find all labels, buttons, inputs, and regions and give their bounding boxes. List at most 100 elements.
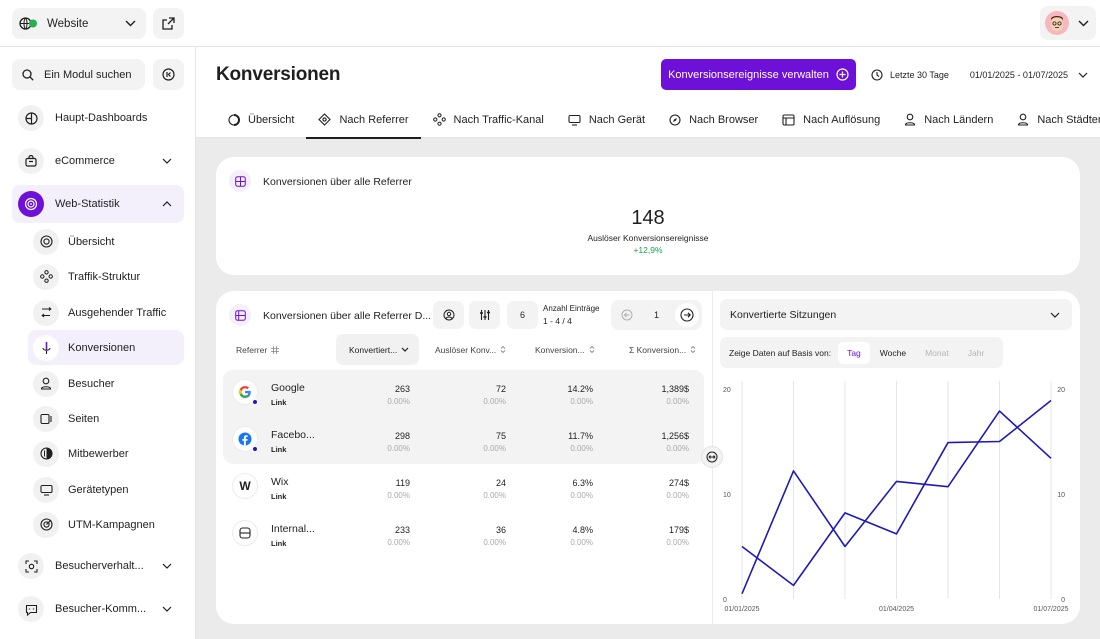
compare-icon [33,440,59,467]
tab-label: Nach Auflösung [803,113,881,126]
referrer-link[interactable]: Link [271,398,287,407]
chevron-up-icon [162,201,172,207]
chevron-down-icon [125,20,136,27]
tab-nach-traffic-kanal[interactable]: Nach Traffic-Kanal [421,101,556,138]
column-header-konversionswert[interactable]: Σ Konversion... [629,334,696,365]
sidebar-subitem-label: Traffik-Struktur [68,270,141,283]
sidebar-item-ecommerce[interactable]: eCommerce [12,142,184,180]
column-header-konversionsrate[interactable]: Konversion... [535,334,595,365]
sidebar-item-besucherverhalten[interactable]: Besucherverhalt... [12,547,184,585]
tab-label: Nach Gerät [588,113,646,126]
referrer-name: Google [271,382,305,394]
website-selector[interactable]: Website [12,8,146,39]
cell-value: 72 [495,384,506,394]
sidebar-subitem-traffik-struktur[interactable]: Traffik-Struktur [28,259,184,294]
chart-card: Konvertierte Sitzungen Zeige Daten auf B… [713,291,1080,624]
internal-page-icon [232,520,258,546]
sidebar-subitem-konversionen[interactable]: Konversionen [28,330,184,365]
column-header-label: Konvertiert... [349,344,398,355]
search-icon [22,68,34,81]
next-page-button[interactable] [675,303,699,327]
module-search[interactable]: Ein Modul suchen [12,59,145,90]
column-header-ausloeser[interactable]: Auslöser Konv... [435,334,506,365]
behavior-icon [18,553,44,579]
cell-change: 0.00% [387,491,410,500]
table-row[interactable]: Internal... Link 233 0.00% 36 0.00% 4.8%… [223,511,704,558]
sidebar-subitem-mitbewerber[interactable]: Mitbewerber [28,436,184,471]
cell-change: 0.00% [666,538,689,547]
referrer-link[interactable]: Link [271,492,287,501]
y-tick-label-left: 0 [723,597,727,604]
granularity-jahr[interactable]: Jahr [967,347,985,358]
overview-icon [228,113,240,126]
referrer-link[interactable]: Link [271,445,287,454]
chevron-down-icon [162,563,172,569]
sidebar-item-besucher-kommunikation[interactable]: Besucher-Komm... [12,590,184,628]
referrer-link[interactable]: Link [271,539,287,548]
tab-label: Nach Browser [689,113,759,126]
search-placeholder: Ein Modul suchen [44,68,132,81]
sidebar-subitem-ausgehender-traffic[interactable]: Ausgehender Traffic [28,295,184,330]
sidebar-subitem-geraetetypen[interactable]: Gerätetypen [28,472,184,507]
manage-conversion-events-button[interactable]: Konversionsereignisse verwalten [661,59,856,90]
cell-change: 0.00% [570,444,593,453]
metric-label: Konvertierte Sitzungen [730,308,837,321]
external-link-icon [162,17,175,30]
table-row[interactable]: Google Link 263 0.00% 72 0.00% 14.2% 0.0… [223,370,704,417]
tab-uebersicht[interactable]: Übersicht [216,101,306,138]
chat-icon [18,596,44,622]
user-menu[interactable] [1040,6,1096,40]
sidebar-item-web-statistik[interactable]: Web-Statistik [12,185,184,223]
sidebar-subitem-utm-kampagnen[interactable]: UTM-Kampagnen [28,507,184,542]
column-header-konvertiert[interactable]: Konvertiert... [336,334,419,365]
granularity-monat[interactable]: Monat [925,347,949,358]
previous-page-button[interactable] [615,303,639,327]
tab-nach-browser[interactable]: Nach Browser [657,101,770,138]
tab-label: Nach Städten [1037,113,1100,126]
cell-change: 0.00% [483,444,506,453]
resize-handle[interactable] [701,446,723,468]
google-logo-icon [232,379,258,405]
chevron-down-icon [1078,20,1089,27]
cell-value: 4.8% [572,525,593,535]
column-settings-button[interactable] [469,301,500,329]
sidebar-subitem-seiten[interactable]: Seiten [28,401,184,436]
clock-icon [871,68,883,81]
page-header: Konversionen Konversionsereignisse verwa… [196,47,1100,139]
pagination: 1 [611,300,702,330]
conversion-sessions-chart: 0 0 10 10 20 20 01/01/2025 01/04/2025 01/07/2025 [723,381,1069,613]
segment-button[interactable] [433,301,464,329]
collapse-sidebar-button[interactable] [153,59,184,90]
sidebar-item-haupt-dashboards[interactable]: Haupt-Dashboards [12,99,184,137]
column-header-referrer[interactable]: Referrer [236,334,336,365]
top-bar: Website [0,0,1100,47]
sidebar-subitem-besucher[interactable]: Besucher [28,366,184,401]
page-size-select[interactable]: 6 [507,301,538,329]
tab-nach-laendern[interactable]: Nach Ländern [892,101,1005,138]
series-line-2 [741,399,1052,587]
kpi-label: Auslöser Konversionsereignisse [587,233,709,243]
card-title: Konversionen über alle Referrer D... [263,310,432,322]
date-range-picker[interactable]: Letzte 30 Tage 01/01/2025 - 01/07/2025 [863,59,1093,90]
granularity-woche[interactable]: Woche [879,347,907,358]
table-row[interactable]: W Wix Link 119 0.00% 24 0.00% 6.3% 0.00%… [223,464,704,511]
y-tick-label-right: 0 [1061,597,1065,604]
dashboard-icon [18,105,44,131]
tab-nach-referrer[interactable]: Nach Referrer [306,101,421,139]
metric-selector[interactable]: Konvertierte Sitzungen [720,299,1072,330]
tab-nach-geraet[interactable]: Nach Gerät [556,101,657,138]
open-external-button[interactable] [153,8,184,39]
tab-nach-aufloesung[interactable]: Nach Auflösung [770,101,892,138]
sidebar-subitem-uebersicht[interactable]: Übersicht [28,224,184,259]
entries-range: 1 - 4 / 4 [543,316,572,326]
chevron-down-icon [1078,72,1088,78]
card-title: Konversionen über alle Referrer [263,176,412,188]
y-tick-label-left: 20 [723,387,731,394]
sidebar-subitem-label: Mitbewerber [68,447,129,460]
granularity-tag[interactable]: Tag [838,341,870,364]
table-row[interactable]: Facebo... Link 298 0.00% 75 0.00% 11.7% … [223,417,704,464]
granularity-label: Zeige Daten auf Basis von: [729,347,832,358]
tab-nach-staedten[interactable]: Nach Städten [1005,101,1100,138]
cell-change: 0.00% [387,444,410,453]
wix-logo-icon: W [232,473,258,499]
